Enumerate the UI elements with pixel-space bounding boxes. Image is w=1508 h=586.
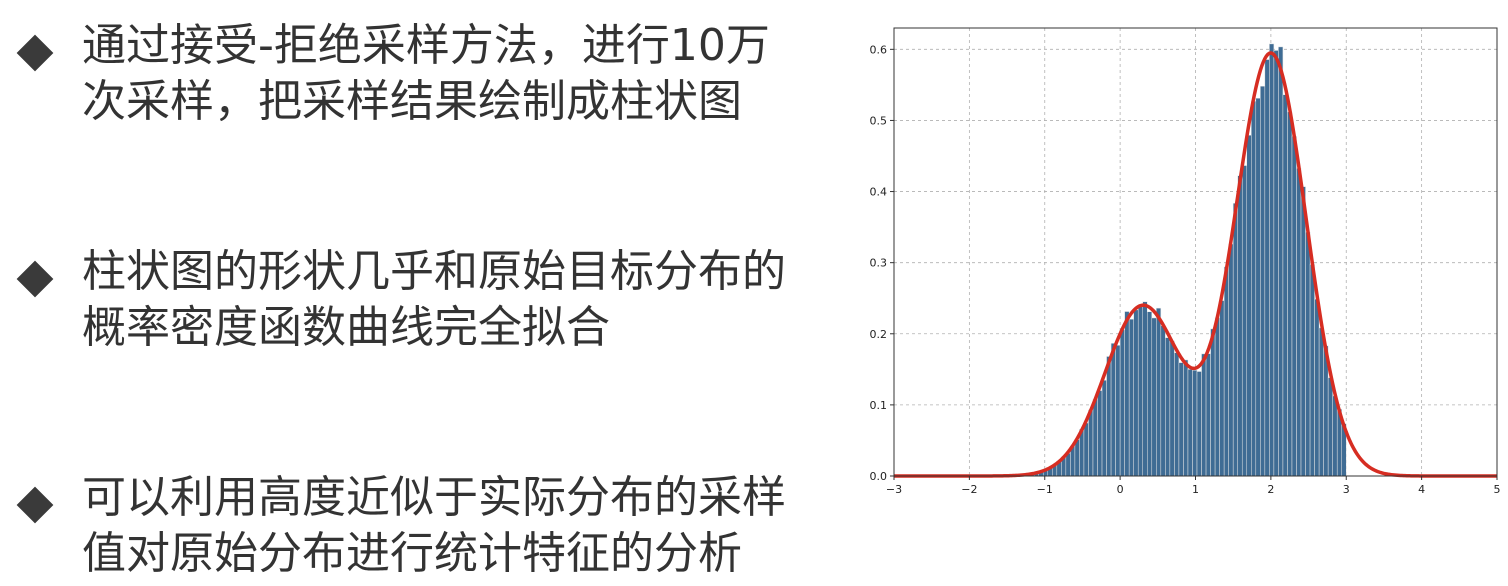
histogram-bar [1327, 377, 1333, 477]
y-tick-label: 0.6 [870, 43, 888, 56]
histogram-bar [1201, 353, 1207, 477]
histogram-bar [1251, 100, 1257, 477]
histogram-bar [1183, 359, 1189, 477]
histogram-bar [1210, 328, 1216, 477]
histogram-bar [1124, 311, 1130, 477]
bullet-item-1: 通过接受-拒绝采样方法，进行10万 次采样，把采样结果绘制成柱状图 [16, 18, 852, 130]
y-tick-label: 0.5 [870, 114, 888, 127]
histogram-bar [1241, 165, 1248, 477]
diamond-bullet-icon [16, 34, 54, 72]
bullet-line-1: 柱状图的形状几乎和原始目标分布的 [82, 246, 786, 297]
x-tick-label: 1 [1192, 483, 1199, 496]
histogram-bar [1300, 186, 1306, 477]
histogram-bar [1291, 135, 1297, 477]
histogram-bar [1305, 231, 1311, 477]
histogram-bar [1314, 298, 1320, 477]
histogram-bar [1106, 356, 1112, 477]
histogram-bar [1174, 352, 1180, 477]
histogram-bar [1296, 168, 1302, 477]
bullet-item-3: 可以利用高度近似于实际分布的采样 值对原始分布进行统计特征的分析 [16, 470, 852, 582]
bullet-line-2: 次采样，把采样结果绘制成柱状图 [82, 76, 742, 127]
y-tick-label: 0.1 [870, 399, 888, 412]
histogram-bar [1232, 203, 1238, 477]
histogram-bar [1110, 343, 1116, 477]
histogram-bar [1332, 395, 1338, 477]
histogram-bar [1142, 301, 1148, 477]
bullet-text: 柱状图的形状几乎和原始目标分布的 概率密度函数曲线完全拟合 [82, 244, 852, 356]
histogram-bar [1187, 369, 1193, 477]
histogram-bar [1097, 390, 1103, 477]
y-tick-label: 0.0 [870, 470, 888, 483]
bullet-line-2: 概率密度函数曲线完全拟合 [82, 302, 610, 353]
histogram-bar [1264, 59, 1270, 477]
x-tick-label: 0 [1117, 483, 1124, 496]
histogram-bar [1083, 422, 1089, 477]
histogram-bar [1165, 337, 1171, 477]
x-tick-label: −2 [961, 483, 977, 496]
bullet-item-2: 柱状图的形状几乎和原始目标分布的 概率密度函数曲线完全拟合 [16, 244, 852, 356]
histogram-bar [1237, 175, 1243, 477]
y-tick-label: 0.3 [870, 257, 888, 270]
histogram-bar [1160, 325, 1166, 477]
histogram-bar [1269, 43, 1275, 477]
histogram-bar [1196, 371, 1202, 477]
histogram-bar [1219, 300, 1225, 477]
x-tick-label: −3 [886, 483, 902, 496]
histogram-bar [1178, 362, 1184, 477]
histogram-bar [1065, 452, 1071, 477]
bullet-line-1: 可以利用高度近似于实际分布的采样 [82, 472, 786, 523]
histogram-bar [1287, 111, 1293, 477]
histogram-bar [1278, 46, 1284, 477]
bullet-line-1: 通过接受-拒绝采样方法，进行10万 [82, 20, 770, 71]
x-tick-label: 4 [1418, 483, 1425, 496]
histogram-bar [1282, 94, 1288, 477]
histogram-bar [1169, 340, 1175, 477]
histogram-bar [1246, 134, 1252, 477]
diamond-bullet-icon [16, 486, 54, 524]
y-tick-label: 0.2 [870, 328, 888, 341]
histogram-bar [1115, 345, 1121, 477]
bullet-text: 可以利用高度近似于实际分布的采样 值对原始分布进行统计特征的分析 [82, 470, 852, 582]
histogram-bar [1273, 50, 1279, 477]
x-tick-label: 2 [1267, 483, 1274, 496]
histogram-bar [1156, 307, 1162, 477]
histogram-bar [1088, 409, 1094, 477]
histogram-bar [1137, 304, 1143, 477]
histogram-bar [1309, 264, 1315, 477]
histogram-bar [1318, 327, 1324, 477]
histogram-bar [1092, 398, 1098, 477]
histogram-bar [1151, 317, 1157, 477]
histogram-bar [1255, 97, 1261, 477]
diamond-bullet-icon [16, 260, 54, 298]
y-tick-label: 0.4 [870, 186, 888, 199]
histogram-bar [1260, 85, 1266, 477]
histogram-bar [1192, 370, 1198, 477]
histogram-bar [1228, 243, 1234, 477]
histogram-chart: −3 −2 −1 0 1 2 3 4 5 0.0 0.1 0.2 0.3 0.4 0.5 0.6 [870, 27, 1501, 496]
histogram-bar [1214, 317, 1220, 477]
x-tick-label: −1 [1037, 483, 1053, 496]
histogram-bar [1101, 380, 1107, 477]
bullet-text: 通过接受-拒绝采样方法，进行10万 次采样，把采样结果绘制成柱状图 [82, 18, 852, 130]
histogram-bar [1223, 266, 1229, 477]
x-tick-label: 5 [1494, 483, 1501, 496]
histogram-bar [1119, 329, 1125, 477]
x-tick-label: 3 [1343, 483, 1350, 496]
histogram-bar [1133, 309, 1139, 477]
histogram-bar [1147, 311, 1153, 477]
bullet-line-2: 值对原始分布进行统计特征的分析 [82, 528, 742, 579]
histogram-bar [1074, 439, 1080, 477]
histogram-bar [1128, 318, 1134, 477]
histogram-bar [1205, 353, 1211, 477]
